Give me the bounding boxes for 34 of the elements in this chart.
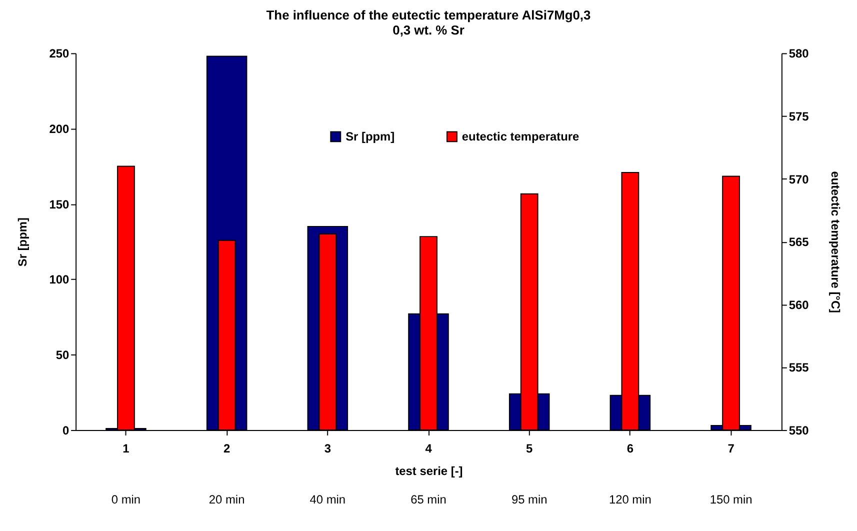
y-axis-title: Sr [ppm]: [15, 218, 30, 267]
text: 120 min: [608, 492, 652, 507]
y2-tick-label: 560: [788, 298, 810, 312]
legend-label: eutectic temperature: [462, 130, 580, 144]
chart-title: The influence of the eutectic temperature AlSi7Mg0,3: [266, 7, 591, 22]
x-tick-label: 3: [324, 441, 332, 456]
chart-subtitle: 0,3 wt. % Sr: [392, 22, 464, 38]
x-tick-label: 6: [626, 441, 634, 456]
text: 150 min: [710, 492, 752, 507]
y2-tick-label: 550: [788, 423, 810, 438]
x-tick-label: 2: [224, 441, 230, 456]
y2-tick-label: 565: [788, 235, 810, 250]
y-tick-label: 50: [56, 348, 70, 362]
x-tick-label: 4: [425, 441, 432, 456]
x-tick-label: 5: [526, 441, 534, 456]
y-tick-label: 100: [49, 272, 70, 287]
x-tick-label: 7: [728, 441, 735, 456]
y-tick-label: 0: [62, 423, 70, 438]
y2-axis-title: eutectic temperature [°C]: [828, 171, 843, 314]
y-tick-label: 250: [49, 46, 70, 61]
y-tick-label: 150: [49, 197, 70, 212]
x-tick-label: 1: [122, 441, 130, 456]
y2-tick-label: 580: [788, 46, 810, 61]
y2-tick-label: 575: [788, 109, 810, 124]
y2-tick-label: 555: [788, 360, 810, 375]
legend-label: Sr [ppm]: [346, 130, 395, 144]
y2-tick-label: 570: [788, 172, 810, 186]
text: 65 min: [410, 492, 446, 507]
x-axis-title: test serie [-]: [395, 464, 463, 478]
text: 40 min: [310, 492, 346, 507]
text: 20 min: [208, 492, 245, 507]
y-tick-label: 200: [49, 122, 70, 136]
text: 0 min: [111, 492, 141, 507]
text: 95 min: [511, 492, 548, 507]
